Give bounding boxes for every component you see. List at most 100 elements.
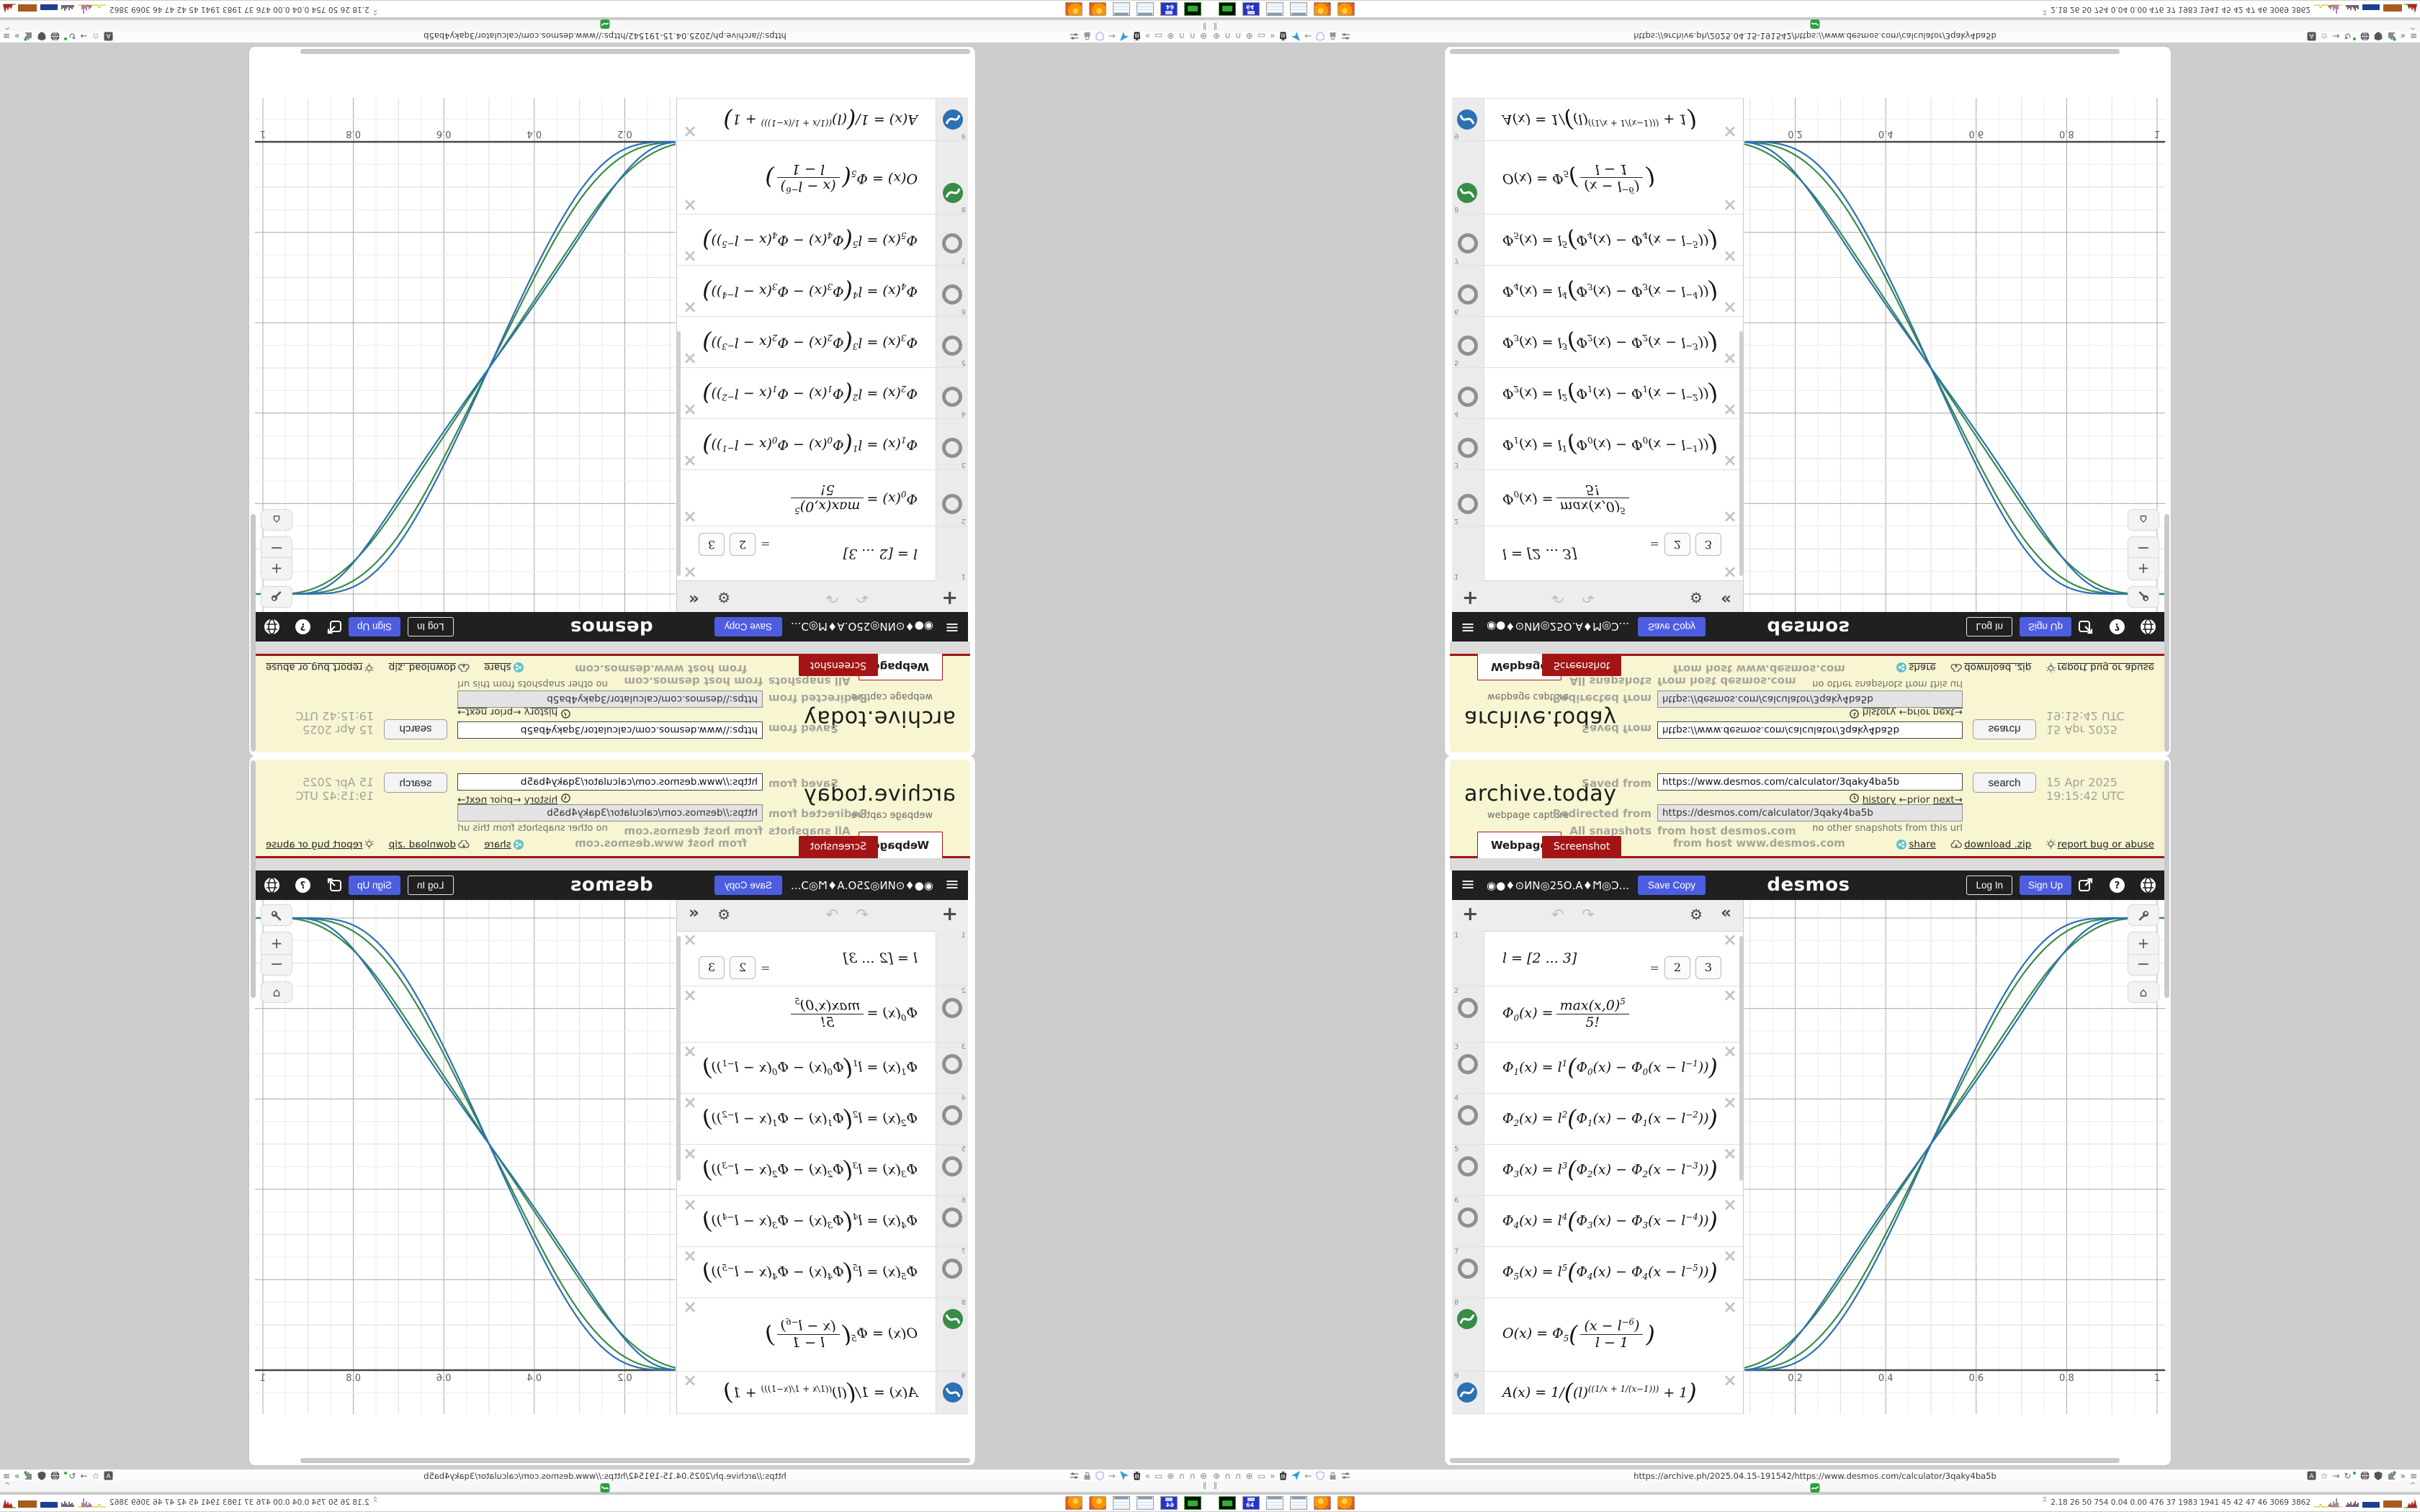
redo-button[interactable]: ↷ xyxy=(1582,589,1595,606)
delete-expression-button[interactable]: × xyxy=(1722,348,1737,369)
expression-row[interactable]: 3 Φ1(x) = l1(Φ0(x) − Φ0(x − l−1))) × xyxy=(677,1041,968,1094)
host-link[interactable]: from host www.desmos.com xyxy=(575,662,747,675)
delete-expression-button[interactable]: × xyxy=(683,1370,698,1390)
expression-row[interactable]: 5 Φ3(x) = l3(Φ2(x) − Φ2(x − l−3))) × xyxy=(677,1143,968,1196)
firefox-icon[interactable] xyxy=(1337,2,1355,16)
delete-expression-button[interactable]: × xyxy=(1722,1194,1737,1215)
tab-screenshot[interactable]: Screenshot xyxy=(798,654,878,676)
panel-scrollbar[interactable] xyxy=(677,936,681,1181)
globe-plus-icon[interactable]: ⊕ xyxy=(1213,1470,1221,1481)
delete-expression-button[interactable]: × xyxy=(1722,122,1737,142)
delete-expression-button[interactable]: × xyxy=(1722,1092,1737,1112)
back-arrow-icon[interactable]: ← xyxy=(1304,1470,1312,1481)
curve-hidden-icon[interactable] xyxy=(942,1054,962,1074)
zoom-out-button[interactable]: − xyxy=(2136,955,2151,973)
zoom-out-button[interactable]: − xyxy=(2136,539,2151,557)
prior-link[interactable]: ←prior xyxy=(1899,794,1930,806)
system-monitor-icon[interactable] xyxy=(1219,1496,1236,1510)
forward-arrow-icon[interactable]: → xyxy=(2332,1470,2340,1481)
hamburger-menu-icon[interactable]: ≡ xyxy=(1461,874,1476,894)
expression-row[interactable]: 1 l = [2 ... 3] × = 2 3 xyxy=(1452,931,1743,986)
zoom-in-button[interactable]: + xyxy=(261,557,292,580)
puzzle-icon[interactable] xyxy=(24,1471,33,1480)
collapse-panel-button[interactable]: « xyxy=(689,904,699,922)
undo-button[interactable]: ↶ xyxy=(1551,589,1564,606)
curve-hidden-icon[interactable] xyxy=(1458,1207,1478,1228)
expression-row[interactable]: 4 Φ2(x) = l2(Φ1(x) − Φ1(x − l−2))) × xyxy=(677,1092,968,1145)
frame-horizontal-scrollbar[interactable] xyxy=(1450,1458,2120,1463)
home-view-button[interactable]: ⌂ xyxy=(261,509,292,531)
folder-icon[interactable]: ▭ xyxy=(1154,31,1163,42)
lock-icon[interactable] xyxy=(1329,1471,1337,1480)
notepad-icon[interactable] xyxy=(1266,1496,1283,1510)
menu-icon[interactable]: ≡ xyxy=(2409,1470,2417,1481)
forward-arrow-icon[interactable]: → xyxy=(80,31,88,42)
menu-icon[interactable]: ≡ xyxy=(2409,31,2417,42)
globe-language-icon[interactable] xyxy=(2140,618,2156,635)
expression-row[interactable]: 9 A(x) = 1/((l)((1/x + 1/(x−1))) + 1) × xyxy=(1452,98,1743,142)
expression-row[interactable]: 7 Φ5(x) = l5(Φ4(x) − Φ4(x − l−5))) × xyxy=(677,1246,968,1298)
settings-gear-icon[interactable]: ⚙ xyxy=(717,906,730,923)
add-expression-button[interactable]: + xyxy=(1462,903,1479,925)
lock-icon[interactable] xyxy=(1083,32,1091,41)
notepad-icon[interactable] xyxy=(1113,2,1130,16)
share-link-item[interactable]: share xyxy=(484,662,524,673)
expression-row[interactable]: 8 O(x) = Φ5((x − l−6) l − 1) × xyxy=(677,1297,968,1372)
share-link-item[interactable]: share xyxy=(484,839,524,850)
notepad-icon[interactable] xyxy=(1137,2,1154,16)
delete-expression-button[interactable]: × xyxy=(1722,297,1737,318)
curve-hidden-icon[interactable] xyxy=(1458,1156,1478,1176)
prior-link[interactable]: ←prior xyxy=(1899,706,1930,718)
curve-hidden-icon[interactable] xyxy=(1458,284,1478,305)
dart-icon[interactable] xyxy=(1291,32,1301,41)
host-link[interactable]: from host desmos.com xyxy=(624,675,763,688)
delete-expression-button[interactable]: × xyxy=(1722,195,1737,215)
graph-paper[interactable]: + − ⌂ 0.2 0.4 0.6 0.8 1 xyxy=(1744,900,2165,1414)
floppy64-icon[interactable] xyxy=(1160,2,1178,16)
gauge-icon[interactable]: ∩ xyxy=(1224,1470,1231,1481)
help-icon[interactable]: ? xyxy=(2109,877,2125,894)
curve-visible-green-icon[interactable] xyxy=(1456,1308,1478,1330)
hamburger-menu-icon[interactable]: ≡ xyxy=(1461,618,1476,638)
save-copy-button[interactable]: Save Copy xyxy=(1638,617,1706,636)
delete-expression-button[interactable]: × xyxy=(683,297,698,318)
home-view-button[interactable]: ⌂ xyxy=(2128,509,2159,531)
tabbar-right-glyph[interactable]: ^ xyxy=(4,22,11,30)
menu-icon[interactable]: ≡ xyxy=(3,31,11,42)
firefox-icon[interactable] xyxy=(1089,1496,1106,1510)
folder-icon[interactable]: ▭ xyxy=(1257,31,1266,42)
firefox-icon[interactable] xyxy=(1314,1496,1331,1510)
delete-expression-button[interactable]: × xyxy=(1722,931,1737,950)
sliders-icon[interactable] xyxy=(1070,32,1079,41)
star-icon[interactable]: ☆ xyxy=(2320,31,2329,42)
curve-hidden-icon[interactable] xyxy=(1458,387,1478,407)
undo-button[interactable]: ↶ xyxy=(1551,906,1564,923)
firefox-icon[interactable] xyxy=(1089,2,1106,16)
delete-expression-button[interactable]: × xyxy=(683,400,698,420)
delete-expression-button[interactable]: × xyxy=(683,195,698,215)
menu-icon[interactable]: ≡ xyxy=(3,1470,11,1481)
expression-row[interactable]: 7 Φ5(x) = l5(Φ4(x) − Φ4(x − l−5))) × xyxy=(677,214,968,266)
expression-math[interactable]: Φ2(x) = l2(Φ1(x) − Φ1(x − l−2))) xyxy=(702,1106,918,1132)
delete-expression-button[interactable]: × xyxy=(1722,507,1737,527)
expression-math[interactable]: Φ0(x) = max(x,0)5 5! xyxy=(702,470,936,526)
expression-math[interactable]: Φ4(x) = l4(Φ3(x) − Φ3(x − l−4))) xyxy=(702,1208,918,1234)
curve-hidden-icon[interactable] xyxy=(942,1259,962,1279)
collapse-panel-button[interactable]: « xyxy=(1721,904,1731,922)
zoom-out-button[interactable]: − xyxy=(269,955,284,973)
expression-row[interactable]: 7 Φ5(x) = l5(Φ4(x) − Φ4(x − l−5))) × xyxy=(1452,214,1743,266)
frame-vertical-scrollbar[interactable] xyxy=(2164,514,2169,752)
globe-plus-icon[interactable]: ⊕ xyxy=(1199,1470,1207,1481)
expression-math[interactable]: O(x) = Φ5((x − l−6) l − 1) xyxy=(1502,161,1655,196)
tabbar-left-glyph[interactable]: ‖ xyxy=(1202,1482,1206,1490)
trash-icon[interactable] xyxy=(1133,1471,1141,1480)
home-view-button[interactable]: ⌂ xyxy=(261,981,292,1003)
desmos-logo[interactable]: desmos xyxy=(1767,874,1850,896)
dart-icon[interactable] xyxy=(1291,1471,1301,1480)
report-bug-link[interactable]: report bug or abuse xyxy=(2046,839,2154,850)
notepad-icon[interactable] xyxy=(1290,2,1307,16)
graph-paper[interactable]: + − ⌂ 0.2 0.4 0.6 0.8 1 xyxy=(255,900,676,1414)
delete-expression-button[interactable]: × xyxy=(1722,985,1737,1005)
globe-dark-icon[interactable] xyxy=(50,1471,60,1480)
expression-math[interactable]: Φ2(x) = l2(Φ1(x) − Φ1(x − l−2))) xyxy=(1502,380,1718,406)
